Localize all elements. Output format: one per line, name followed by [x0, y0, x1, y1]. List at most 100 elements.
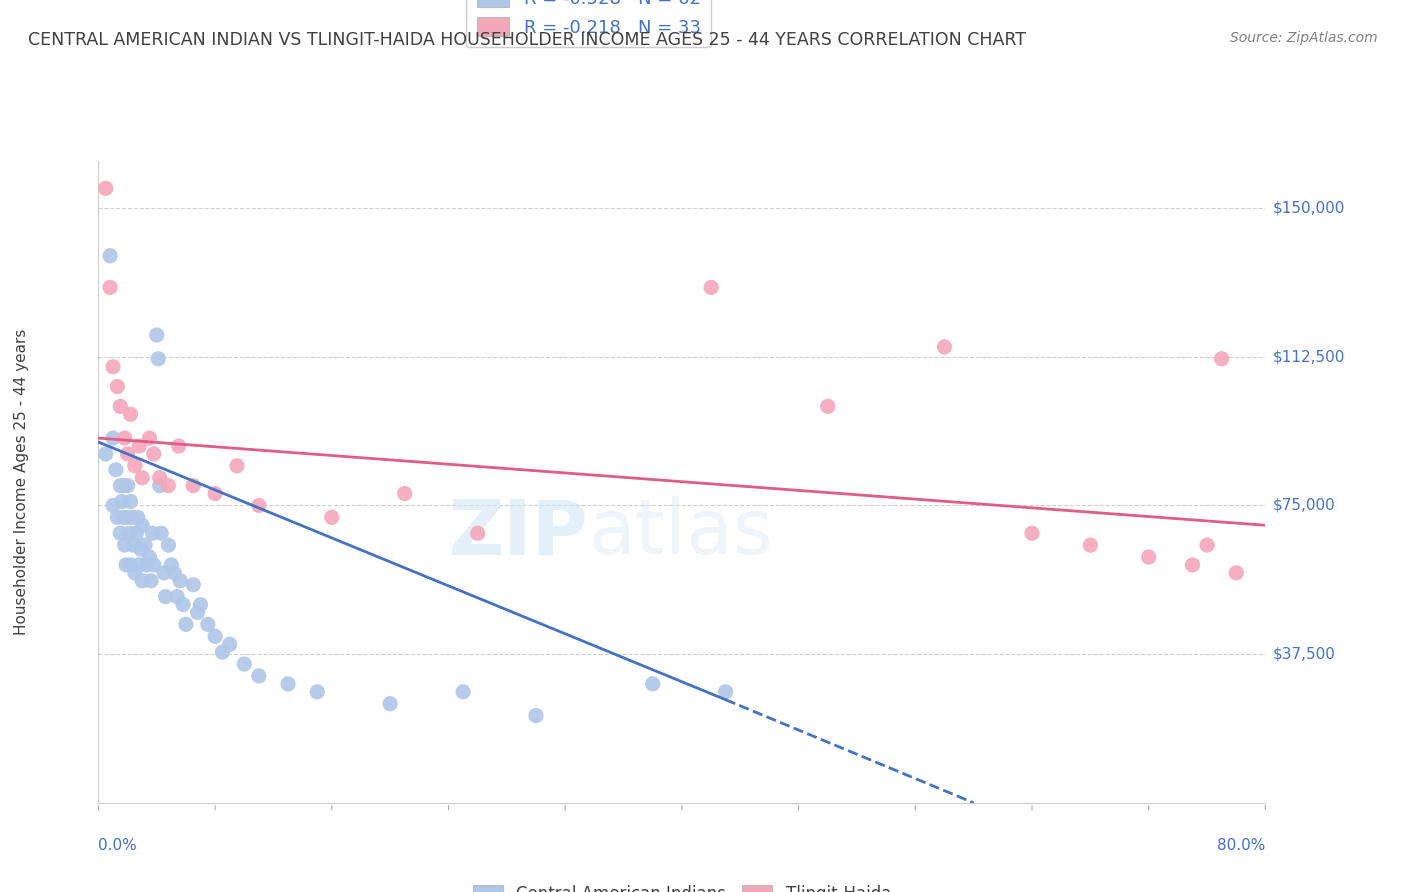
- Point: [114, 538, 136, 552]
- Text: CENTRAL AMERICAN INDIAN VS TLINGIT-HAIDA HOUSEHOLDER INCOME AGES 25 - 44 YEARS C: CENTRAL AMERICAN INDIAN VS TLINGIT-HAIDA…: [28, 31, 1026, 49]
- Point: [153, 566, 176, 580]
- Point: [174, 617, 197, 632]
- Point: [226, 458, 249, 473]
- Point: [1021, 526, 1043, 541]
- Point: [181, 578, 204, 592]
- Text: ZIP: ZIP: [449, 496, 589, 570]
- Point: [163, 566, 186, 580]
- Point: [467, 526, 489, 541]
- Point: [105, 379, 128, 393]
- Point: [104, 463, 127, 477]
- Point: [131, 471, 153, 485]
- Point: [187, 606, 209, 620]
- Text: atlas: atlas: [589, 496, 773, 570]
- Point: [160, 558, 183, 572]
- Point: [321, 510, 343, 524]
- Point: [142, 558, 165, 572]
- Point: [118, 526, 141, 541]
- Point: [1137, 549, 1160, 564]
- Point: [157, 478, 180, 492]
- Point: [1195, 538, 1218, 552]
- Legend: Central American Indians, Tlingit-Haida: Central American Indians, Tlingit-Haida: [465, 878, 898, 892]
- Point: [641, 677, 664, 691]
- Point: [120, 407, 142, 421]
- Point: [190, 598, 212, 612]
- Point: [114, 478, 136, 492]
- Point: [1225, 566, 1247, 580]
- Point: [114, 431, 136, 445]
- Point: [714, 685, 737, 699]
- Point: [148, 351, 170, 366]
- Point: [307, 685, 329, 699]
- Point: [138, 431, 160, 445]
- Point: [120, 494, 142, 508]
- Point: [169, 574, 191, 588]
- Point: [394, 486, 416, 500]
- Point: [98, 280, 121, 294]
- Point: [110, 526, 132, 541]
- Point: [121, 510, 143, 524]
- Point: [101, 431, 124, 445]
- Point: [1080, 538, 1102, 552]
- Point: [110, 400, 132, 414]
- Point: [120, 558, 142, 572]
- Point: [204, 629, 226, 643]
- Point: [117, 447, 139, 461]
- Point: [112, 510, 135, 524]
- Point: [1181, 558, 1204, 572]
- Point: [700, 280, 723, 294]
- Point: [101, 359, 124, 374]
- Point: [124, 566, 146, 580]
- Point: [94, 181, 117, 195]
- Text: $75,000: $75,000: [1272, 498, 1336, 513]
- Text: $150,000: $150,000: [1272, 201, 1344, 216]
- Point: [117, 478, 139, 492]
- Point: [149, 478, 172, 492]
- Point: [125, 526, 148, 541]
- Point: [110, 478, 132, 492]
- Point: [101, 499, 124, 513]
- Point: [155, 590, 177, 604]
- Point: [181, 478, 204, 492]
- Point: [817, 400, 839, 414]
- Text: Source: ZipAtlas.com: Source: ZipAtlas.com: [1230, 31, 1378, 45]
- Point: [131, 518, 153, 533]
- Point: [129, 542, 152, 557]
- Point: [146, 328, 169, 343]
- Point: [934, 340, 956, 354]
- Point: [111, 494, 134, 508]
- Point: [150, 526, 173, 541]
- Point: [167, 439, 190, 453]
- Point: [211, 645, 233, 659]
- Point: [135, 558, 157, 572]
- Point: [218, 637, 240, 651]
- Point: [197, 617, 219, 632]
- Text: Householder Income Ages 25 - 44 years: Householder Income Ages 25 - 44 years: [14, 328, 28, 635]
- Text: $112,500: $112,500: [1272, 350, 1344, 364]
- Point: [166, 590, 188, 604]
- Point: [142, 447, 165, 461]
- Text: 0.0%: 0.0%: [98, 838, 138, 854]
- Point: [128, 558, 150, 572]
- Point: [94, 447, 117, 461]
- Point: [131, 574, 153, 588]
- Point: [524, 708, 547, 723]
- Point: [378, 697, 402, 711]
- Point: [117, 510, 139, 524]
- Text: 80.0%: 80.0%: [1218, 838, 1265, 854]
- Point: [149, 471, 172, 485]
- Text: $37,500: $37,500: [1272, 647, 1336, 662]
- Point: [233, 657, 256, 671]
- Point: [138, 549, 160, 564]
- Point: [105, 510, 128, 524]
- Point: [451, 685, 474, 699]
- Point: [204, 486, 226, 500]
- Point: [98, 249, 121, 263]
- Point: [134, 538, 156, 552]
- Point: [277, 677, 299, 691]
- Point: [157, 538, 180, 552]
- Point: [128, 439, 150, 453]
- Point: [247, 499, 270, 513]
- Point: [124, 458, 146, 473]
- Point: [1211, 351, 1233, 366]
